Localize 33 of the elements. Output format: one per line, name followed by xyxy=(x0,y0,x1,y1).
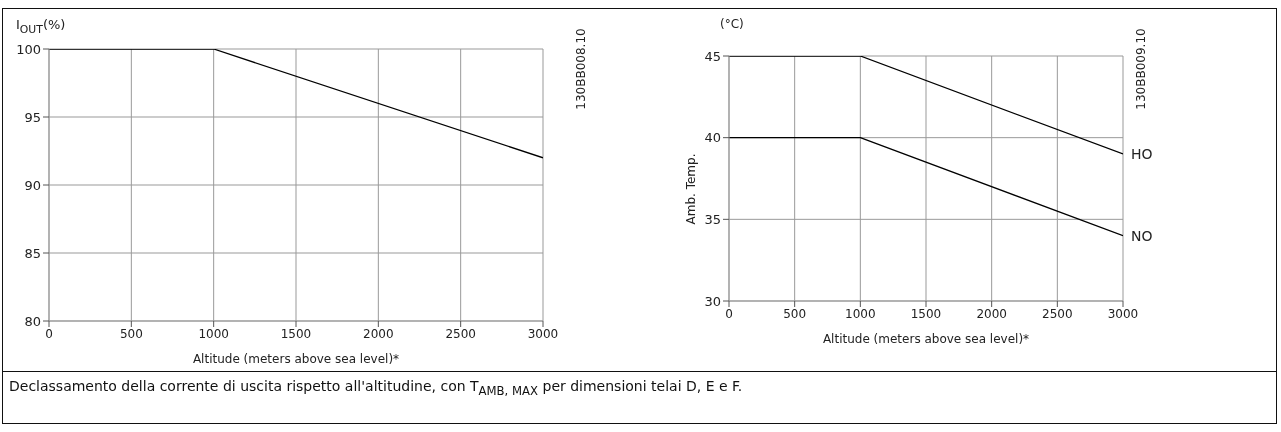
y-tick-label: 45 xyxy=(704,48,721,64)
x-tick-label: 2500 xyxy=(1042,306,1073,321)
y-tick-label: 35 xyxy=(704,211,721,227)
y-tick-label: 90 xyxy=(24,177,41,193)
x-tick-label: 0 xyxy=(725,306,733,321)
y-tick-label: 85 xyxy=(24,245,41,261)
y-tick-label: 30 xyxy=(704,293,721,309)
x-tick-label: 2500 xyxy=(445,326,476,341)
y-tick-label: 95 xyxy=(24,109,41,125)
x-tick-label: 500 xyxy=(783,306,807,321)
x-axis-title: Altitude (meters above sea level)* xyxy=(822,332,1030,346)
text: Declassamento della corrente di uscita rispetto all'altitudine, con T$_{AMB, MAX}$ per dimensioni telai D, E e F. xyxy=(9,378,743,398)
text: 130BB009.10 xyxy=(1134,28,1148,110)
text: (°C) xyxy=(720,17,744,31)
x-tick-label: 3000 xyxy=(527,326,559,341)
x-tick-label: 1000 xyxy=(845,306,876,321)
y-axis-title: Amb. Temp. xyxy=(684,153,698,225)
x-tick-label: 1000 xyxy=(198,326,229,341)
y-axis-title: I$_{OUT}$(%) xyxy=(16,17,66,36)
x-tick-label: 1500 xyxy=(280,326,312,341)
y-tick-label: 40 xyxy=(704,130,721,146)
x-tick-label: 2000 xyxy=(363,326,394,341)
x-tick-label: 500 xyxy=(119,326,143,341)
x-tick-label: 0 xyxy=(45,326,53,341)
y-tick-label: 100 xyxy=(16,41,41,57)
x-tick-label: 1500 xyxy=(910,306,942,321)
series-label: NO xyxy=(1131,227,1153,244)
text: 130BB008.10 xyxy=(574,28,588,110)
y-tick-label: 80 xyxy=(24,313,41,329)
x-tick-label: 3000 xyxy=(1107,306,1139,321)
series-label: HO xyxy=(1131,146,1153,162)
x-axis-title: Altitude (meters above sea level)* xyxy=(192,352,400,366)
x-tick-label: 2000 xyxy=(976,306,1007,321)
